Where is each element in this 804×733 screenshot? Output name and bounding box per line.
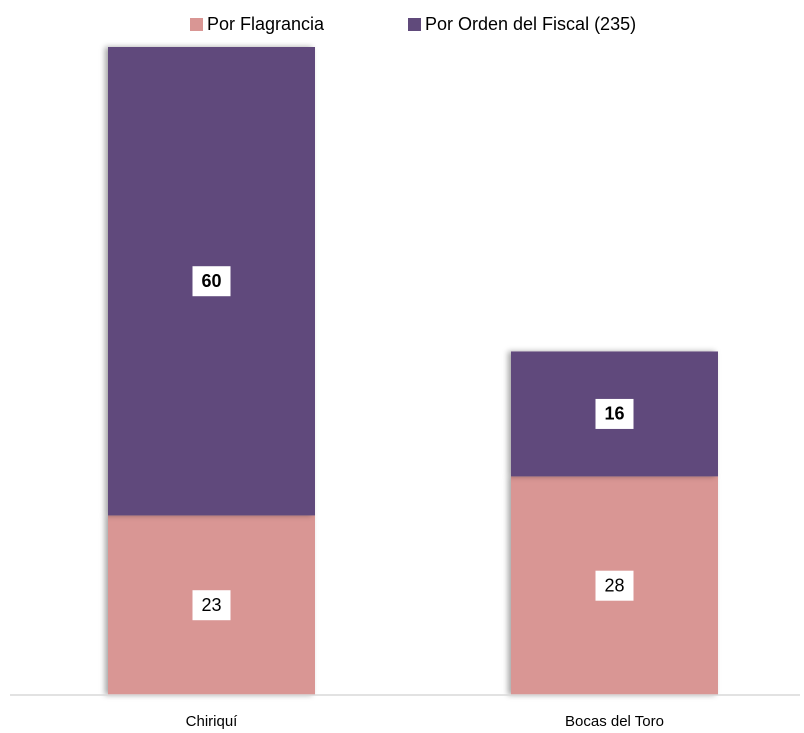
data-label-box xyxy=(595,570,634,601)
data-label-box xyxy=(192,266,231,297)
legend-swatch xyxy=(190,18,203,31)
legend-label: Por Flagrancia xyxy=(207,14,325,34)
data-label: 60 xyxy=(201,271,221,291)
x-tick-label: Bocas del Toro xyxy=(565,713,664,730)
data-label-box xyxy=(192,590,231,621)
x-tick-label: Chiriquí xyxy=(186,713,239,730)
legend-label: Por Orden del Fiscal (235) xyxy=(425,14,636,34)
data-label: 23 xyxy=(201,595,221,615)
data-label: 16 xyxy=(604,404,624,424)
data-label-box xyxy=(595,398,634,429)
legend-swatch xyxy=(408,18,421,31)
data-label: 28 xyxy=(604,575,624,595)
